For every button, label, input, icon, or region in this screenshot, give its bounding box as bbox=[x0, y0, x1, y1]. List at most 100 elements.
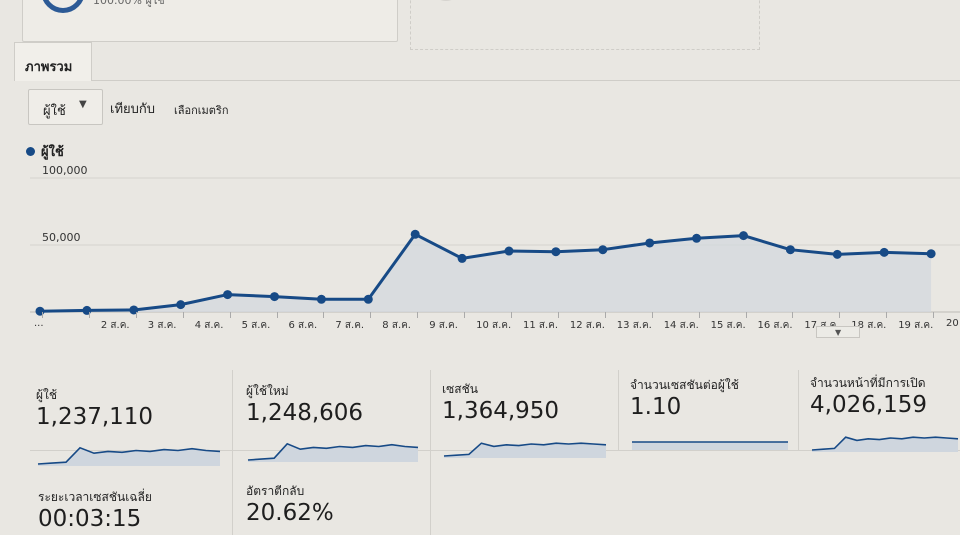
y-tick-label: 100,000 bbox=[42, 164, 88, 177]
x-tick-label: ... bbox=[34, 318, 44, 329]
top-summary-card: 100.00% ผู้ใช้ bbox=[22, 0, 398, 42]
x-tick-mark bbox=[886, 312, 888, 318]
metric-new-users[interactable]: ผู้ใช้ใหม่ 1,248,606 bbox=[246, 382, 424, 462]
sparkline-fill bbox=[38, 447, 220, 466]
metric-label: เซสชัน bbox=[442, 382, 478, 396]
metric-label: จำนวนหน้าที่มีการเปิด bbox=[810, 376, 926, 390]
data-point bbox=[270, 292, 279, 302]
x-tick-mark bbox=[182, 312, 184, 318]
sparkline-fill bbox=[248, 443, 418, 462]
x-tick-label: 8 ส.ค. bbox=[382, 320, 411, 331]
metric-users[interactable]: ผู้ใช้ 1,237,110 bbox=[36, 386, 226, 466]
sparkline-line bbox=[811, 436, 959, 451]
choose-metric-link[interactable]: เลือกเมตริก bbox=[174, 104, 229, 117]
metric-select-label: ผู้ใช้ bbox=[43, 104, 66, 119]
x-tick-mark bbox=[933, 312, 935, 318]
metric-value: 4,026,159 bbox=[810, 392, 928, 418]
data-point bbox=[223, 290, 233, 300]
chart-legend: ผู้ใช้ bbox=[26, 141, 64, 162]
x-tick-label: 14 ส.ค. bbox=[663, 320, 699, 331]
top-summary-text: 100.00% ผู้ใช้ bbox=[93, 0, 165, 7]
metric-select[interactable]: ผู้ใช้ ▼ bbox=[28, 89, 103, 125]
metric-divider bbox=[798, 370, 799, 450]
data-point bbox=[645, 238, 655, 248]
x-tick-label: 10 ส.ค. bbox=[476, 320, 512, 331]
x-tick-label: 3 ส.ค. bbox=[147, 320, 177, 331]
tab-overview[interactable]: ภาพรวม bbox=[14, 42, 92, 81]
metric-label: ระยะเวลาเซสชันเฉลี่ย bbox=[38, 490, 152, 504]
metric-label: อัตราตีกลับ bbox=[246, 484, 305, 498]
metric-sessions[interactable]: เซสชัน 1,364,950 bbox=[442, 380, 612, 458]
x-tick-label: 12 ส.ค. bbox=[569, 320, 605, 331]
chart-x-axis: ... 2 ส.ค. 3 ส.ค. 4 ส.ค. 5 ส.ค. 6 ส.ค. 7 ส.ค. 8… bbox=[0, 312, 960, 334]
metric-avg-session-duration[interactable]: ระยะเวลาเซสชันเฉลี่ย 00:03:15 bbox=[38, 488, 228, 535]
data-point bbox=[551, 247, 561, 257]
metric-bounce-rate[interactable]: อัตราตีกลับ 20.62% bbox=[246, 482, 424, 535]
x-tick-mark bbox=[745, 312, 747, 318]
scroll-caret-icon: ▼ bbox=[835, 328, 842, 337]
data-point bbox=[879, 247, 889, 257]
series-line bbox=[39, 232, 932, 313]
x-tick-label: 18 ส.ค. bbox=[851, 320, 887, 331]
x-tick-mark bbox=[229, 312, 231, 318]
x-tick-label: 2 ส.ค. bbox=[100, 320, 130, 331]
data-point bbox=[457, 253, 467, 263]
legend-dot-icon bbox=[26, 147, 35, 156]
sparkline-fill bbox=[812, 437, 958, 452]
metric-label: ผู้ใช้ bbox=[36, 388, 58, 402]
x-tick-mark bbox=[511, 312, 512, 318]
x-tick-mark bbox=[323, 312, 325, 318]
chart-controls: ผู้ใช้ ▼ เทียบกับ เลือกเมตริก bbox=[0, 86, 960, 126]
metric-divider bbox=[232, 370, 233, 535]
users-line-chart: 100,000 50,000 bbox=[30, 164, 960, 316]
metric-sparkline bbox=[247, 442, 419, 462]
data-point bbox=[832, 249, 842, 259]
chevron-down-icon: ▼ bbox=[79, 99, 87, 110]
x-tick-mark bbox=[276, 312, 278, 318]
area-fill bbox=[40, 234, 932, 312]
sparkline-line bbox=[247, 442, 419, 461]
x-tick-mark bbox=[417, 312, 419, 318]
sparkline-fill bbox=[632, 442, 788, 450]
donut-chart-icon bbox=[41, 0, 85, 13]
metric-pageviews[interactable]: จำนวนหน้าที่มีการเปิด 4,026,159 bbox=[810, 374, 960, 452]
metric-sparkline bbox=[632, 441, 788, 450]
metrics-grid: ผู้ใช้ 1,237,110 ผู้ใช้ใหม่ 1,248,606 เซ… bbox=[0, 370, 960, 535]
x-tick-mark bbox=[792, 312, 794, 318]
x-tick-mark bbox=[698, 312, 700, 318]
x-tick-label: 5 ส.ค. bbox=[241, 320, 271, 331]
x-tick-mark bbox=[88, 312, 90, 318]
x-tick-label: 7 ส.ค. bbox=[335, 320, 365, 331]
x-tick-label: 4 ส.ค. bbox=[194, 320, 224, 331]
metric-label: จำนวนเซสชันต่อผู้ใช้ bbox=[630, 378, 739, 392]
metric-value: 20.62% bbox=[246, 500, 334, 526]
sparkline-line bbox=[37, 446, 221, 465]
x-tick-mark bbox=[464, 312, 466, 318]
x-tick-mark bbox=[557, 312, 559, 318]
data-point bbox=[176, 300, 186, 310]
metric-label: ผู้ใช้ใหม่ bbox=[246, 384, 289, 398]
data-point bbox=[598, 245, 608, 255]
data-point bbox=[363, 294, 373, 304]
data-point bbox=[410, 229, 420, 239]
x-tick-label: 20 bbox=[946, 318, 959, 329]
x-tick-label: 6 ส.ค. bbox=[288, 320, 318, 331]
sparkline-fill bbox=[444, 443, 606, 458]
tab-bar: ภาพรวม bbox=[0, 42, 960, 84]
data-point bbox=[785, 245, 795, 255]
x-tick-mark bbox=[651, 312, 653, 318]
x-tick-label: 17 ส.ค. bbox=[804, 320, 839, 331]
metric-value: 1,248,606 bbox=[246, 400, 364, 426]
metric-sessions-per-user[interactable]: จำนวนเซสชันต่อผู้ใช้ 1.10 bbox=[630, 376, 792, 450]
metric-value: 00:03:15 bbox=[38, 506, 142, 532]
top-summary-strip: 100.00% ผู้ใช้ bbox=[0, 0, 960, 50]
x-tick-mark bbox=[135, 312, 137, 318]
x-tick-label: 16 ส.ค. bbox=[757, 320, 793, 331]
top-summary-card-2 bbox=[410, 0, 760, 50]
x-tick-mark bbox=[42, 312, 43, 318]
x-tick-label: 9 ส.ค. bbox=[429, 320, 458, 331]
data-point bbox=[692, 233, 702, 243]
compare-label: เทียบกับ bbox=[110, 102, 156, 117]
chart-scroll-handle[interactable]: ▼ bbox=[816, 326, 860, 338]
metric-divider bbox=[618, 370, 619, 450]
